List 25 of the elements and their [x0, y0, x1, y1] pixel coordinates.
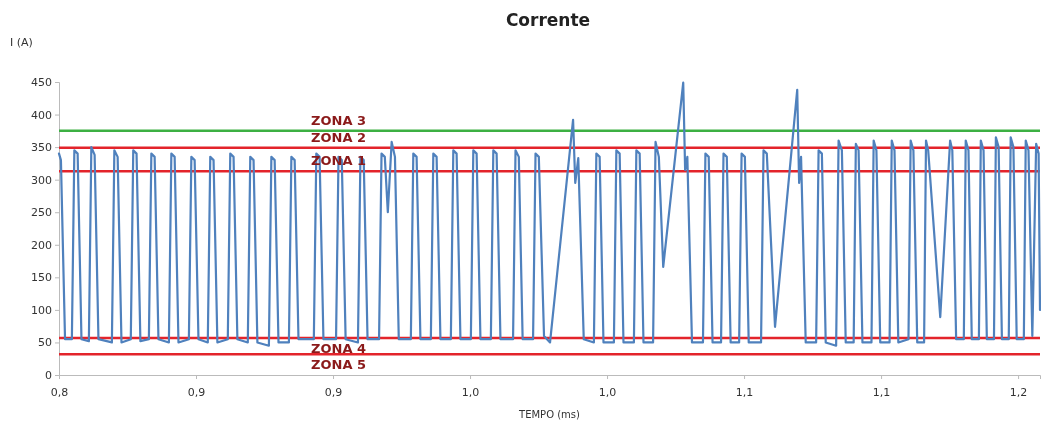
y-tick-label: 300 [31, 173, 52, 187]
y-axis-title: I (A) [10, 36, 33, 49]
x-tick-label: 1,1 [735, 386, 754, 400]
x-tick-label: 1,0 [598, 386, 617, 400]
y-tick-label: 400 [31, 108, 52, 122]
x-tick-label: 0,9 [324, 386, 343, 400]
y-tick-label: 350 [31, 141, 52, 155]
y-tick-label: 50 [38, 336, 52, 350]
y-tick-label: 200 [31, 238, 52, 252]
x-tick-label: 0,8 [50, 386, 69, 400]
x-axis-title: TEMPO (ms) [518, 409, 581, 420]
ref-line-label: ZONA 4 [311, 340, 367, 356]
x-tick-label: 0,9 [187, 386, 206, 400]
y-tick-label: 0 [45, 369, 52, 383]
y-tick-label: 250 [31, 206, 52, 220]
x-tick-label: 1,1 [872, 386, 891, 400]
y-tick-label: 100 [31, 303, 52, 317]
x-tick-label: 1,2 [1009, 386, 1028, 400]
x-tick-label: 1,0 [461, 386, 480, 400]
ref-line-label: ZONA 3 [311, 112, 367, 128]
y-tick-label: 150 [31, 271, 52, 285]
ref-line-label: ZONA 5 [311, 357, 367, 373]
chart-title: Corrente [505, 10, 591, 30]
y-tick-label: 450 [31, 76, 52, 90]
ref-line-label: ZONA 2 [311, 129, 367, 145]
